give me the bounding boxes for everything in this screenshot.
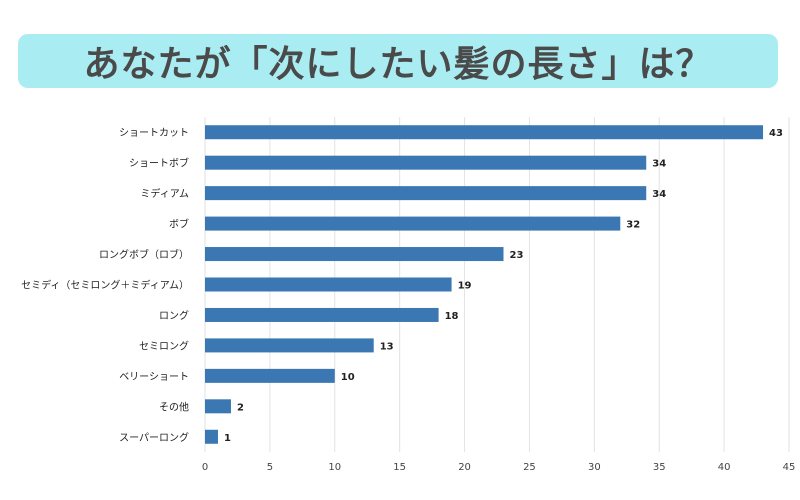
chart-title: あなたが「次にしたい髪の長さ」は？ — [83, 44, 713, 85]
x-tick-label: 35 — [653, 462, 666, 473]
bar — [205, 186, 647, 201]
value-label: 13 — [380, 341, 394, 352]
x-tick-label: 15 — [393, 462, 406, 473]
x-tick-label: 0 — [202, 462, 208, 473]
bar — [205, 125, 764, 140]
category-label: セミロング — [139, 339, 189, 352]
x-tick-label: 10 — [328, 462, 341, 473]
value-label: 2 — [237, 402, 244, 413]
category-label: ロング — [159, 309, 189, 322]
value-label: 18 — [445, 311, 459, 322]
value-label: 1 — [224, 433, 231, 444]
category-label: スーパーロング — [119, 431, 189, 444]
x-tick-label: 20 — [458, 462, 471, 473]
bar — [205, 429, 218, 444]
bar — [205, 368, 335, 383]
bar — [205, 216, 621, 231]
bar — [205, 307, 439, 322]
value-label: 23 — [509, 250, 523, 261]
bar — [205, 277, 452, 292]
value-label: 32 — [626, 220, 640, 231]
bar — [205, 155, 647, 170]
value-label: 10 — [341, 372, 355, 383]
x-tick-label: 40 — [718, 462, 731, 473]
category-label: ショートカット — [119, 127, 189, 139]
title-banner: あなたが「次にしたい髪の長さ」は？ — [18, 34, 778, 88]
x-tick-label: 45 — [783, 462, 796, 473]
x-tick-label: 5 — [267, 462, 273, 473]
value-label: 34 — [652, 159, 666, 170]
category-label: ボブ — [169, 218, 189, 231]
x-tick-label: 25 — [523, 462, 536, 473]
value-label: 19 — [458, 281, 472, 292]
category-label: ロングボブ（ロブ） — [99, 248, 189, 261]
category-label: セミディ（セミロング＋ミディアム） — [21, 279, 189, 292]
value-label: 43 — [769, 128, 783, 139]
category-label: ショートボブ — [129, 157, 189, 170]
bar — [205, 247, 504, 262]
category-label: ベリーショート — [119, 371, 189, 383]
category-label: ミディアム — [140, 187, 189, 200]
bar — [205, 399, 231, 414]
value-label: 34 — [652, 189, 666, 200]
category-label: その他 — [159, 400, 189, 413]
x-tick-label: 30 — [588, 462, 601, 473]
bar — [205, 338, 374, 353]
